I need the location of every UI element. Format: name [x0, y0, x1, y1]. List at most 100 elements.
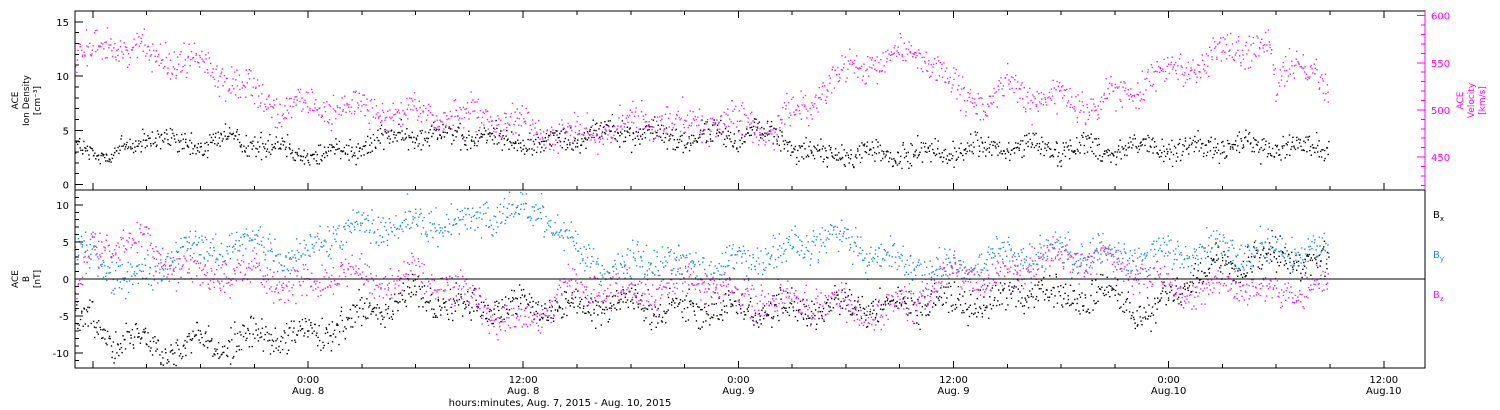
data-point	[1041, 98, 1043, 100]
data-point	[875, 139, 877, 141]
data-point	[1119, 98, 1121, 101]
data-point	[1050, 155, 1053, 157]
data-point	[328, 104, 330, 106]
data-point	[547, 136, 549, 139]
data-point	[479, 295, 481, 297]
data-point	[553, 134, 555, 136]
data-point	[352, 326, 354, 328]
data-point	[1273, 256, 1275, 258]
data-point	[738, 110, 740, 112]
data-point	[798, 160, 800, 162]
data-point	[457, 119, 460, 121]
data-point	[227, 135, 229, 138]
data-point	[172, 132, 174, 135]
data-point	[926, 151, 928, 153]
data-point	[261, 318, 263, 320]
data-point	[321, 317, 323, 320]
data-point	[429, 300, 431, 302]
data-point	[730, 305, 732, 308]
data-point	[682, 300, 684, 302]
data-point	[249, 237, 251, 239]
data-point	[1110, 152, 1113, 154]
data-point	[1260, 268, 1263, 270]
data-point	[127, 261, 129, 264]
data-point	[161, 279, 163, 282]
data-point	[1172, 153, 1175, 156]
data-point	[284, 332, 286, 334]
data-point	[1078, 294, 1081, 296]
data-point	[444, 131, 446, 134]
data-point	[995, 284, 997, 287]
data-point	[1157, 301, 1159, 304]
data-point	[772, 143, 774, 145]
data-point	[1116, 151, 1119, 153]
data-point	[449, 128, 452, 130]
data-point	[811, 151, 813, 153]
data-point	[985, 149, 987, 151]
data-point	[206, 141, 208, 144]
data-point	[257, 242, 259, 245]
data-point	[343, 146, 346, 149]
data-point	[960, 142, 962, 145]
data-point	[378, 116, 380, 118]
data-point	[198, 237, 200, 239]
data-point	[586, 131, 589, 133]
data-point	[1050, 99, 1053, 101]
data-point	[1324, 275, 1326, 277]
data-point	[207, 150, 209, 152]
data-point	[717, 318, 719, 320]
data-point	[279, 147, 281, 149]
data-point	[390, 316, 393, 318]
data-point	[674, 149, 676, 151]
data-point	[500, 321, 502, 323]
data-point	[673, 139, 675, 141]
data-point	[1079, 111, 1081, 113]
data-point	[247, 73, 250, 75]
data-point	[1031, 144, 1034, 146]
data-point	[313, 251, 315, 253]
data-point	[960, 152, 962, 155]
data-point	[1161, 138, 1163, 140]
data-point	[85, 147, 87, 150]
data-point	[683, 126, 685, 129]
data-point	[638, 138, 640, 140]
data-point	[1005, 157, 1007, 160]
data-point	[83, 51, 85, 53]
data-point	[1237, 145, 1239, 147]
data-point	[79, 46, 81, 48]
data-point	[1179, 293, 1181, 295]
data-point	[610, 307, 612, 309]
data-point	[773, 295, 775, 297]
data-point	[1062, 142, 1064, 144]
data-point	[958, 299, 960, 301]
data-point	[187, 57, 189, 59]
data-point	[605, 129, 607, 131]
data-point	[1237, 270, 1239, 272]
data-point	[463, 301, 465, 303]
data-point	[202, 154, 205, 156]
data-point	[515, 297, 517, 299]
data-point	[1137, 324, 1139, 326]
data-point	[578, 303, 581, 305]
data-point	[984, 114, 987, 116]
data-point	[177, 56, 179, 58]
data-point	[214, 143, 216, 145]
data-point	[112, 154, 115, 156]
data-point	[602, 143, 604, 145]
data-point	[165, 129, 168, 131]
data-point	[91, 235, 94, 237]
data-point	[550, 310, 552, 312]
data-point	[172, 256, 174, 259]
data-point	[695, 118, 698, 121]
data-point	[1099, 154, 1101, 157]
data-point	[235, 79, 237, 81]
data-point	[1171, 165, 1174, 168]
data-point	[340, 150, 342, 152]
data-point	[126, 280, 128, 283]
data-point	[608, 318, 611, 320]
data-point	[313, 153, 315, 156]
data-point	[1128, 95, 1130, 97]
data-point	[435, 129, 437, 132]
data-point	[1076, 137, 1078, 139]
data-point	[703, 123, 706, 125]
